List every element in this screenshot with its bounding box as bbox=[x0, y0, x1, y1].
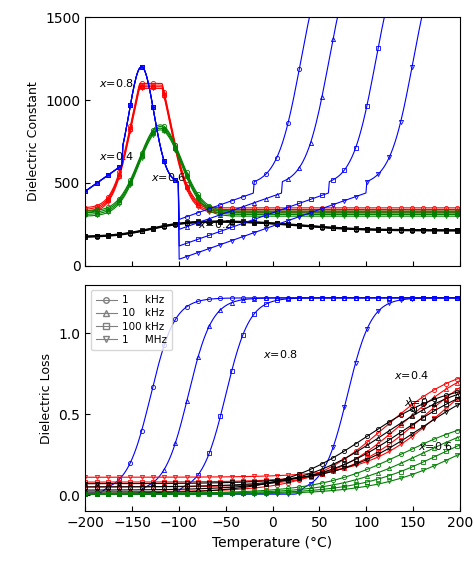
Text: $x$=0.8: $x$=0.8 bbox=[263, 348, 298, 360]
Text: $x$=0.2: $x$=0.2 bbox=[403, 396, 438, 408]
Legend: 1     kHz, 10   kHz, 100 kHz, 1     MHz: 1 kHz, 10 kHz, 100 kHz, 1 MHz bbox=[91, 290, 172, 350]
Y-axis label: Dielectric Loss: Dielectric Loss bbox=[40, 353, 53, 444]
Text: $x$=0.6: $x$=0.6 bbox=[418, 440, 453, 452]
Text: $x$=0.2: $x$=0.2 bbox=[198, 218, 232, 230]
Text: $x$=0.8: $x$=0.8 bbox=[100, 77, 134, 89]
Text: $x$=0.4: $x$=0.4 bbox=[394, 369, 429, 381]
Y-axis label: Dielectric Constant: Dielectric Constant bbox=[27, 82, 40, 202]
X-axis label: Temperature (°C): Temperature (°C) bbox=[212, 536, 333, 550]
Text: $x$=0.4: $x$=0.4 bbox=[100, 150, 135, 162]
Text: $x$=0.6: $x$=0.6 bbox=[151, 172, 186, 183]
